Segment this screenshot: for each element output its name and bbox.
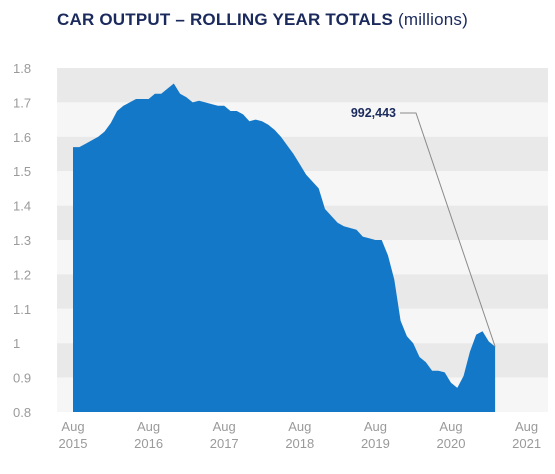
y-tick-label: 1.2 bbox=[13, 267, 31, 282]
x-tick-year: 2019 bbox=[361, 436, 390, 451]
y-tick-label: 1.4 bbox=[13, 199, 31, 214]
x-tick-month: Aug bbox=[137, 419, 160, 434]
x-tick-year: 2018 bbox=[285, 436, 314, 451]
x-tick-month: Aug bbox=[439, 419, 462, 434]
y-tick-label: 1.5 bbox=[13, 164, 31, 179]
annotation-group: 992,443 bbox=[351, 106, 496, 347]
x-tick-month: Aug bbox=[213, 419, 236, 434]
chart-title-unit: (millions) bbox=[397, 10, 468, 29]
series-area bbox=[73, 83, 496, 412]
y-tick-label: 0.9 bbox=[13, 371, 31, 386]
x-axis-ticks: Aug 2015 Aug 2016 Aug 2017 Aug 2018 Aug 2019 Aug 20… bbox=[59, 419, 542, 451]
annotation-leader-line bbox=[400, 112, 496, 347]
y-tick-label: 1.3 bbox=[13, 233, 31, 248]
annotation-label: 992,443 bbox=[351, 106, 396, 120]
y-tick-label: 1.1 bbox=[13, 302, 31, 317]
y-tick-label: 1 bbox=[13, 336, 20, 351]
y-tick-label: 1.8 bbox=[13, 61, 31, 76]
x-tick-year: 2015 bbox=[59, 436, 88, 451]
y-tick-label: 0.8 bbox=[13, 405, 31, 420]
series-area-group bbox=[73, 83, 496, 412]
chart-title: CAR OUTPUT – ROLLING YEAR TOTALS (millio… bbox=[57, 10, 468, 30]
x-tick-year: 2017 bbox=[210, 436, 239, 451]
y-axis-ticks: 1.8 1.7 1.6 1.5 1.4 1.3 1.2 1.1 1 0.9 0.8 bbox=[13, 61, 31, 420]
x-tick-month: Aug bbox=[288, 419, 311, 434]
x-tick-month: Aug bbox=[61, 419, 84, 434]
x-tick-month: Aug bbox=[515, 419, 538, 434]
y-tick-label: 1.7 bbox=[13, 95, 31, 110]
grid-band bbox=[57, 68, 548, 103]
x-tick-year: 2020 bbox=[437, 436, 466, 451]
x-tick-year: 2021 bbox=[512, 436, 541, 451]
x-tick-month: Aug bbox=[364, 419, 387, 434]
y-tick-label: 1.6 bbox=[13, 130, 31, 145]
chart-title-text: CAR OUTPUT – ROLLING YEAR TOTALS bbox=[57, 10, 394, 29]
x-tick-year: 2016 bbox=[134, 436, 163, 451]
